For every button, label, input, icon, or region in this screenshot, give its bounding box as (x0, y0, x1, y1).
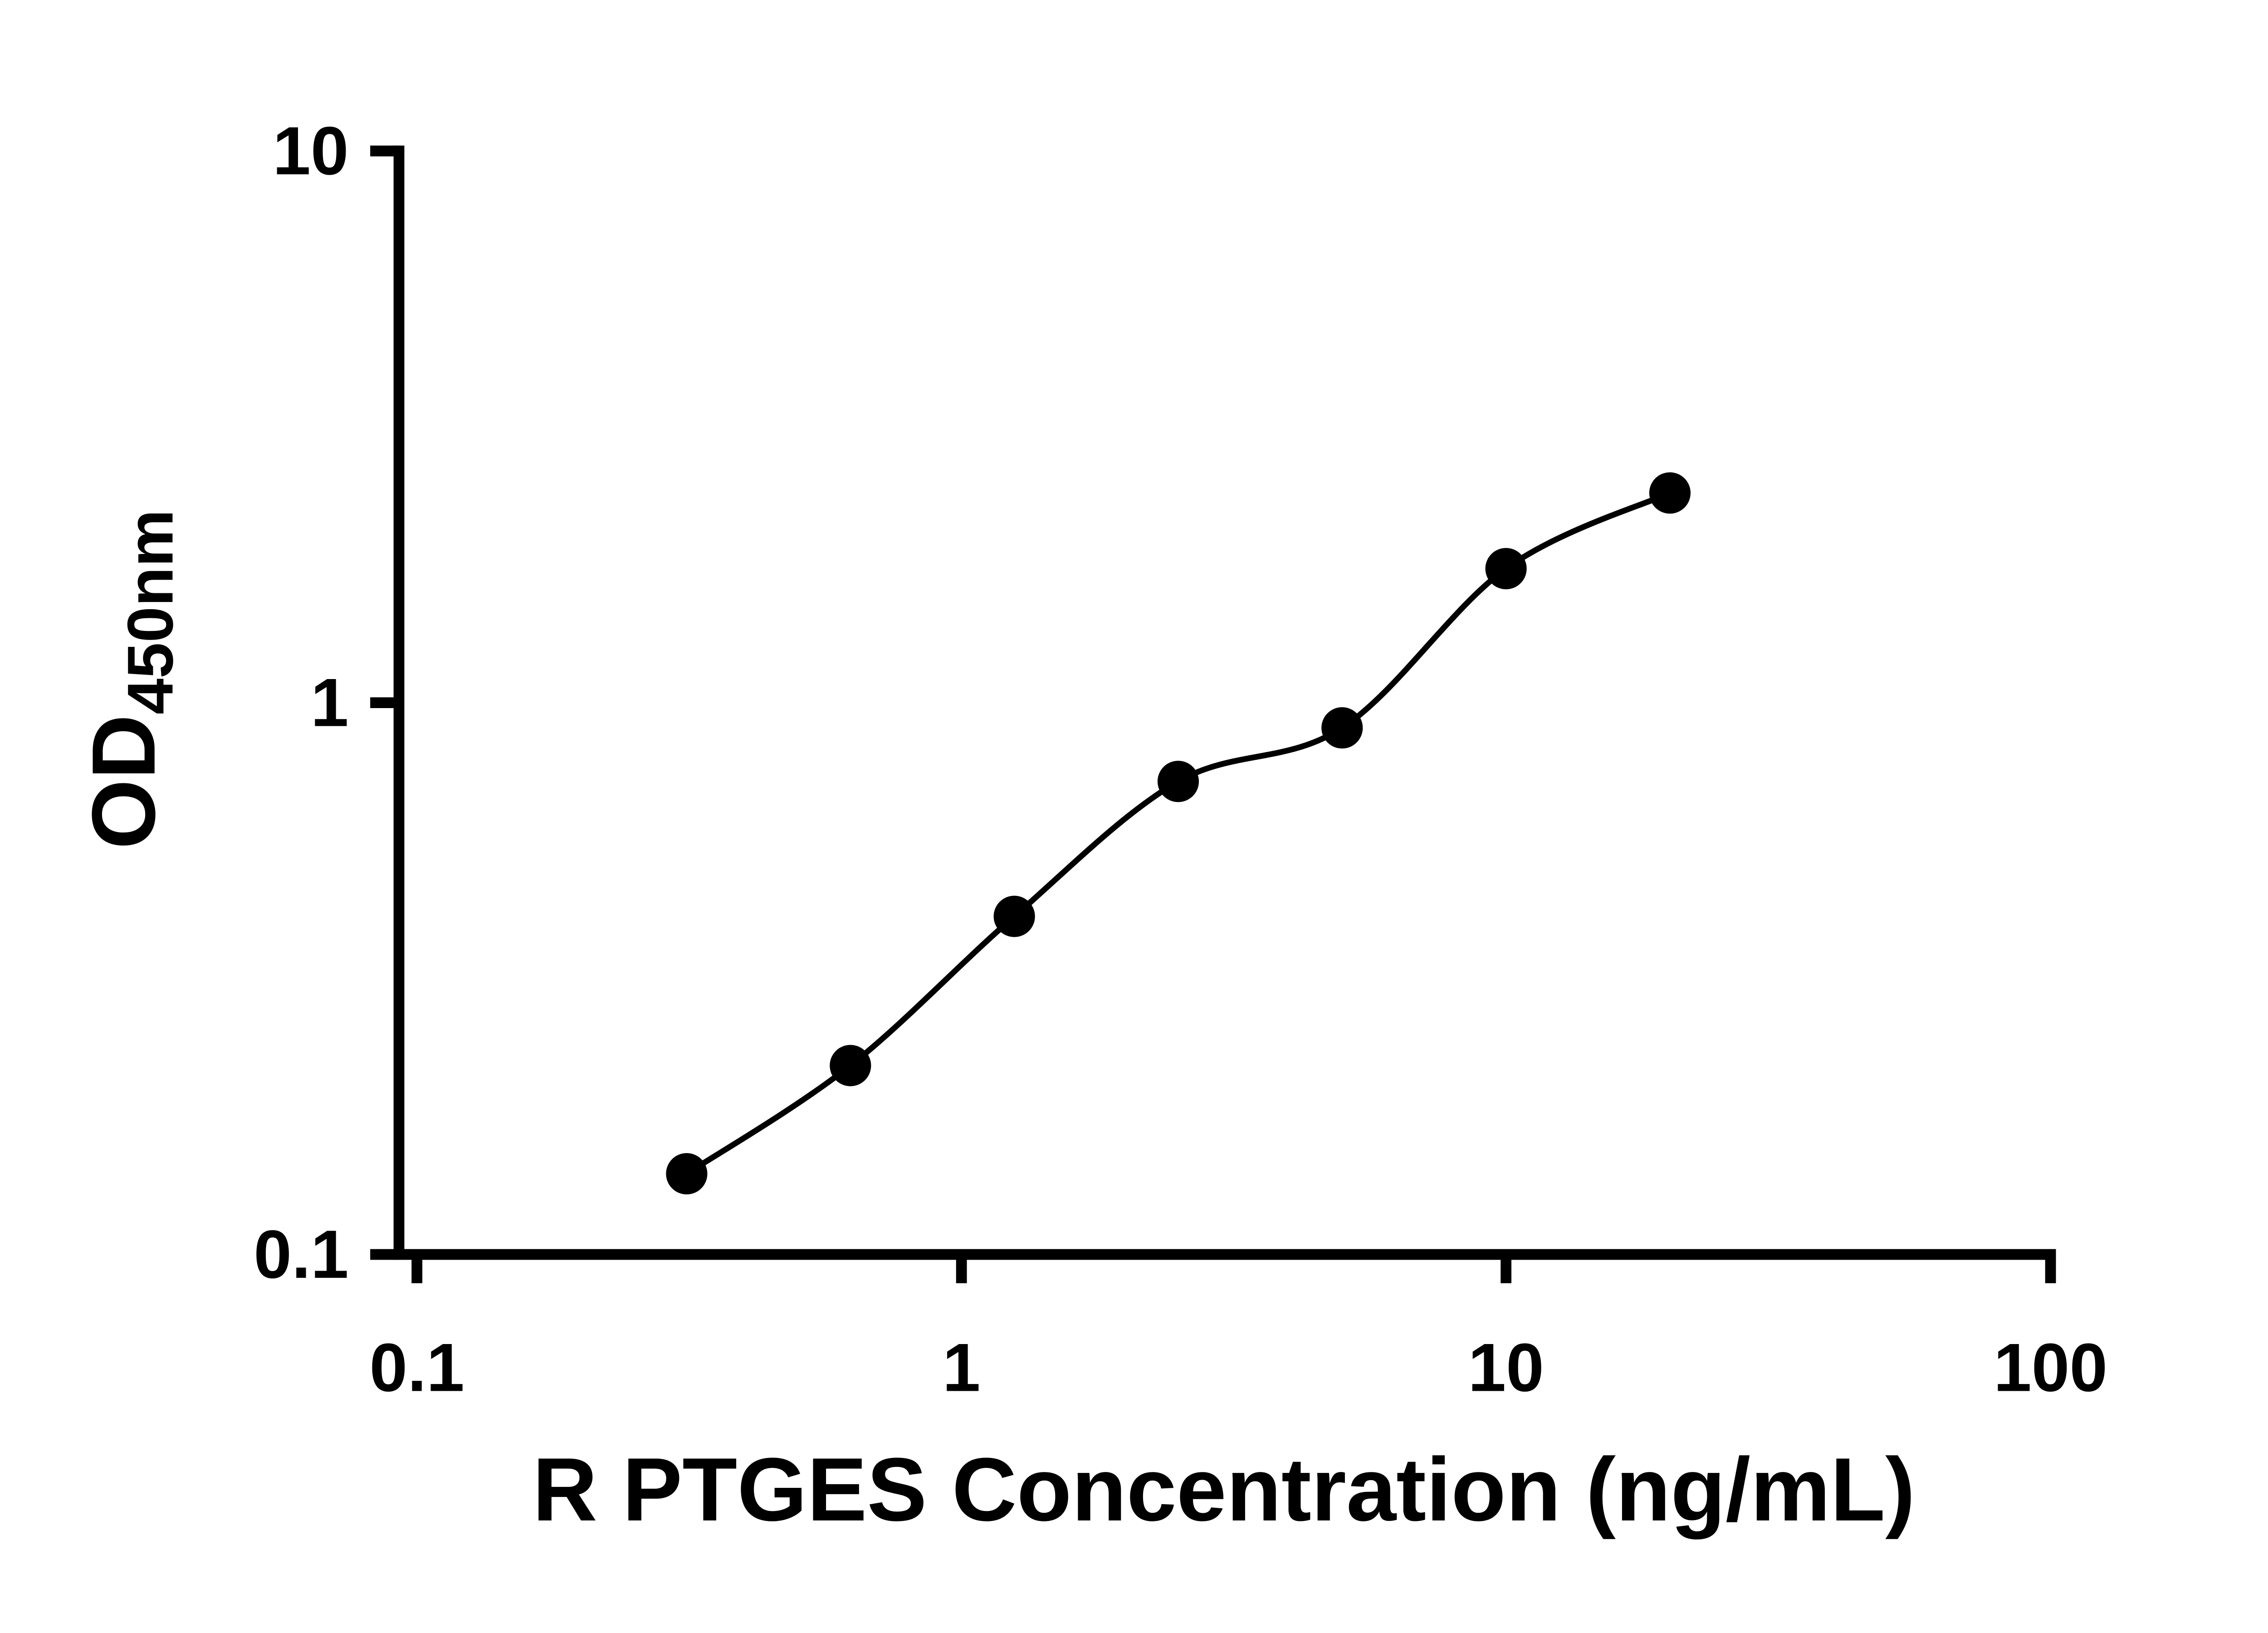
data-point (993, 895, 1035, 937)
y-axis-title-subscript: 450nm (114, 509, 186, 714)
y-axis-title-main: OD (73, 714, 174, 849)
data-points (666, 472, 1691, 1195)
y-tick-label: 1 (311, 665, 349, 741)
y-tick-label: 10 (273, 112, 348, 189)
y-axis-title: OD450nm (73, 509, 187, 849)
y-tick-label: 0.1 (254, 1216, 348, 1292)
axis-tick-labels: 0.1 1 10 100 0.1 1 10 (254, 112, 2107, 1405)
x-axis-title: R PTGES Concentration (ng/mL) (533, 1439, 1915, 1540)
data-point (1321, 707, 1363, 749)
x-tick-label: 10 (1468, 1330, 1544, 1406)
data-point (830, 1045, 871, 1086)
data-point (1157, 761, 1199, 802)
data-point (1485, 548, 1527, 590)
axis-spines (393, 145, 2056, 1260)
data-point (666, 1153, 708, 1195)
x-tick-label: 100 (1994, 1330, 2107, 1406)
data-point (1649, 472, 1691, 514)
x-tick-label: 1 (943, 1330, 981, 1406)
axis-ticks (370, 145, 2056, 1283)
axes (393, 145, 2056, 1260)
x-tick-label: 0.1 (370, 1330, 464, 1406)
